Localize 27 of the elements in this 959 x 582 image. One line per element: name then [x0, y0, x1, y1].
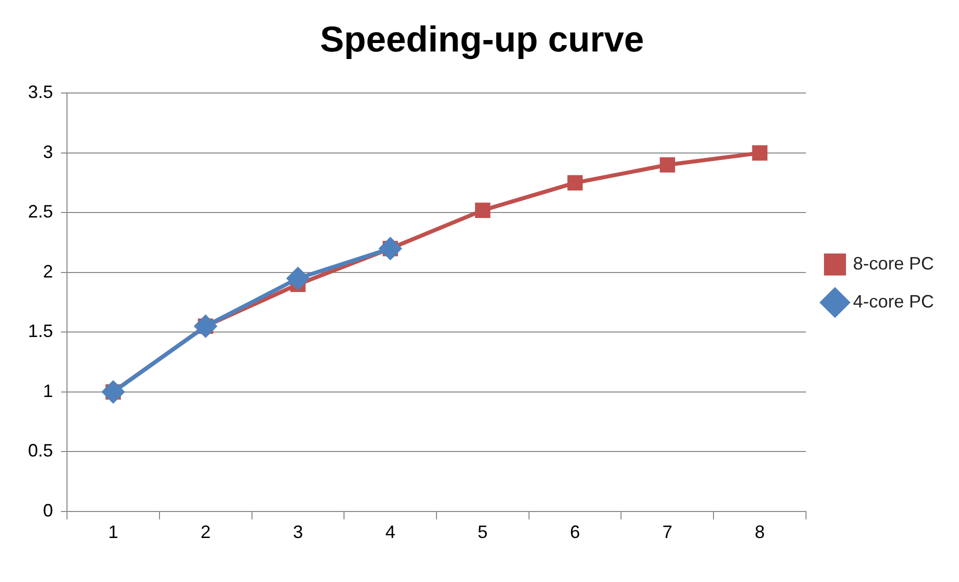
point: [567, 175, 583, 190]
legend-label: 4-core PC: [852, 291, 934, 312]
y-tick-label: 2.5: [28, 202, 54, 222]
y-tick-label: 0.5: [28, 440, 54, 461]
x-tick-label: 1: [108, 522, 118, 542]
point: [475, 202, 490, 218]
y-tick-label: 1.5: [28, 321, 54, 342]
legend-label: 8-core PC: [852, 253, 934, 274]
y-tick-label: 3: [43, 142, 54, 162]
chart-title: Speeding-up curve: [320, 18, 644, 60]
x-tick-label: 5: [478, 522, 488, 542]
point: [286, 267, 309, 290]
x-tick-label: 3: [292, 522, 303, 542]
y-tick-label: 0: [43, 500, 54, 520]
y-tick-label: 2: [43, 261, 54, 282]
point: [660, 157, 676, 173]
y-tick-label: 1: [43, 380, 54, 401]
x-tick-label: 8: [754, 522, 765, 542]
point: [194, 315, 217, 338]
x-tick-label: 6: [570, 522, 580, 542]
x-tick-label: 7: [662, 522, 672, 542]
x-tick-label: 4: [385, 522, 396, 542]
x-tick-label: 2: [200, 522, 211, 542]
y-tick-label: 3.5: [28, 82, 54, 102]
point: [379, 238, 402, 260]
point: [102, 380, 124, 403]
point: [752, 145, 768, 161]
